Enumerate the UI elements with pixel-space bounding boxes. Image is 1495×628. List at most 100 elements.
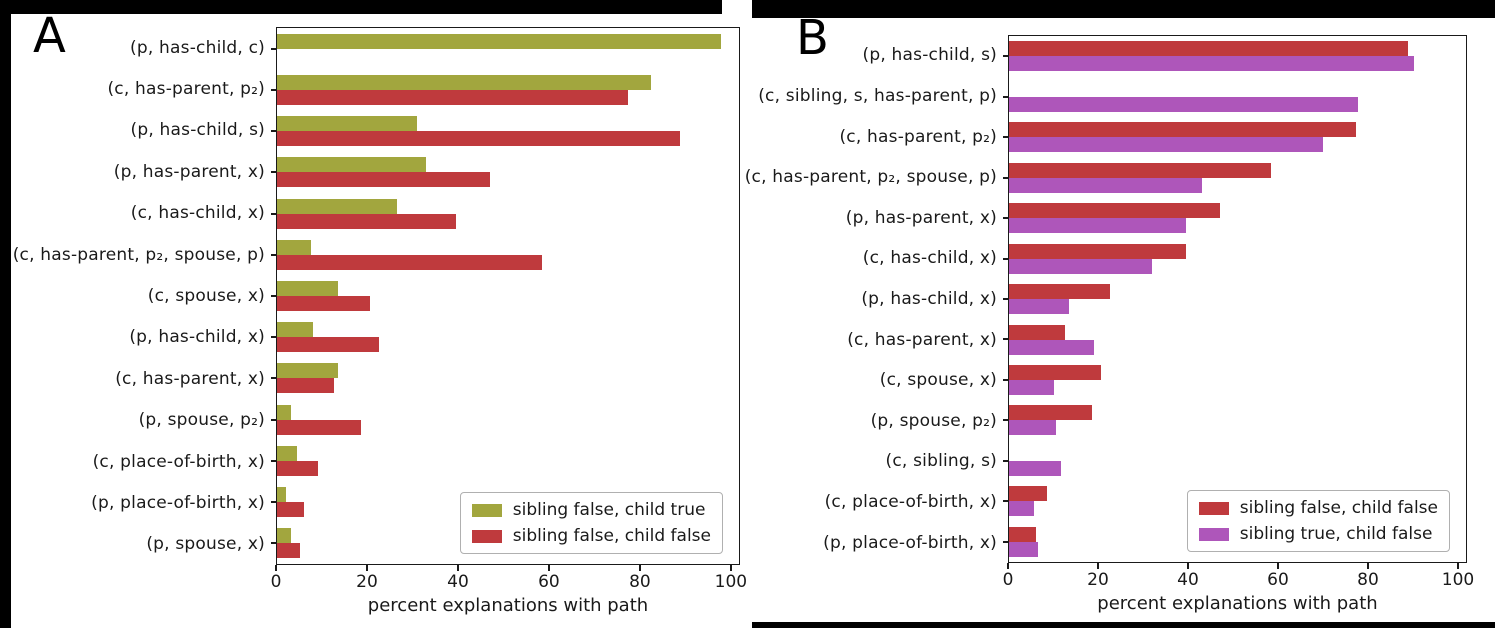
- x-axis-ticks: 0 20 40 60 80 100: [1003, 563, 1474, 593]
- x-axis-label: percent explanations with path: [1097, 593, 1378, 614]
- bar-group: [277, 28, 739, 69]
- y-axis-tick: [271, 88, 276, 91]
- legend-color-swatch: [471, 529, 502, 543]
- panel-a-label: A: [33, 8, 66, 64]
- y-axis-category-label: (c, has-parent, p₂): [107, 79, 265, 100]
- y-axis-category-label: (c, has-parent, x): [847, 329, 997, 350]
- plot-area: sibling false, child true sibling false,…: [271, 27, 740, 565]
- bar: [1009, 137, 1323, 153]
- y-axis-tick: [1003, 95, 1008, 98]
- y-axis-category-label: (p, spouse, p₂): [870, 410, 997, 431]
- bar: [1009, 364, 1101, 380]
- y-axis-tick: [271, 212, 276, 215]
- y-axis-category-label: (p, has-parent, x): [113, 161, 265, 182]
- bar: [1009, 420, 1057, 436]
- y-axis-category-label: (p, has-child, x): [861, 288, 997, 309]
- y-axis-tick: [1003, 55, 1008, 58]
- y-axis-tick: [271, 336, 276, 339]
- bar-group: [277, 275, 739, 316]
- bar-group: [1009, 117, 1466, 157]
- legend-entry: sibling true, child false: [1198, 524, 1438, 544]
- bar-group: [1009, 198, 1466, 238]
- y-axis-tick: [1003, 257, 1008, 260]
- y-axis-tick: [1003, 419, 1008, 422]
- chart-panel-a: A (p, has-child, c) (c, has-parent, p₂) (p…: [11, 10, 752, 628]
- y-axis-labels: (p, has-child, c) (c, has-parent, p₂) (p, …: [11, 27, 265, 565]
- x-axis-tick-mark: [1457, 563, 1459, 569]
- bar-group: [277, 152, 739, 193]
- y-axis-tick: [271, 501, 276, 504]
- legend-entry: sibling false, child true: [471, 500, 711, 520]
- bar: [1009, 56, 1415, 72]
- x-axis-tick-mark: [275, 565, 277, 571]
- y-axis-category-label: (c, has-child, x): [862, 248, 997, 269]
- legend: sibling false, child true sibling false,…: [459, 492, 723, 554]
- bar: [277, 322, 314, 338]
- x-axis-tick-label: 60: [1267, 570, 1289, 590]
- y-axis-category-label: (c, sibling, s, has-parent, p): [758, 85, 997, 106]
- y-axis-tick: [271, 377, 276, 380]
- bar: [277, 543, 300, 559]
- bar: [1009, 203, 1220, 219]
- bar: [1009, 177, 1202, 193]
- bar: [277, 172, 490, 188]
- bar-group: [277, 110, 739, 151]
- y-axis-category-label: (c, has-parent, p₂, spouse, p): [12, 244, 265, 265]
- y-axis-tick: [1003, 378, 1008, 381]
- chart-panel-b: B (p, has-child, s) (c, sibling, s, has-p…: [745, 12, 1495, 622]
- bar-rows: [1009, 36, 1466, 562]
- y-axis-category-label: (c, has-parent, x): [115, 368, 265, 389]
- x-axis-tick-mark: [1007, 563, 1009, 569]
- bar-group: [277, 440, 739, 481]
- x-axis-label: percent explanations with path: [367, 595, 649, 616]
- bar: [277, 378, 334, 394]
- y-axis-tick: [1003, 500, 1008, 503]
- bar-group: [277, 234, 739, 275]
- bar: [1009, 460, 1061, 476]
- bar: [277, 74, 651, 90]
- bar: [1009, 299, 1070, 315]
- bar-group: [1009, 238, 1466, 278]
- bar: [1009, 501, 1034, 517]
- y-axis-tick: [1003, 298, 1008, 300]
- y-axis-category-label: (p, place-of-birth, x): [823, 532, 997, 553]
- x-axis-tick-label: 0: [270, 572, 282, 592]
- legend: sibling false, child false sibling true,…: [1186, 490, 1450, 552]
- bar: [1009, 162, 1272, 178]
- y-axis-tick: [1003, 540, 1008, 543]
- bar-group: [1009, 319, 1466, 359]
- legend-entry: sibling false, child false: [471, 526, 711, 546]
- bar: [277, 404, 291, 420]
- bar: [277, 363, 339, 379]
- x-axis-tick-label: 80: [1357, 570, 1379, 590]
- x-axis-tick-label: 60: [538, 572, 560, 592]
- bar: [1009, 541, 1039, 557]
- bar-group: [277, 358, 739, 399]
- bar: [277, 445, 298, 461]
- y-axis-tick: [1003, 136, 1008, 139]
- bar: [1009, 41, 1408, 57]
- y-axis-category-label: (p, has-parent, x): [845, 207, 997, 228]
- y-axis-tick: [271, 418, 276, 421]
- x-axis-tick-mark: [1367, 563, 1369, 569]
- bar: [1009, 122, 1357, 138]
- bar: [1009, 379, 1054, 395]
- bar: [1009, 218, 1186, 234]
- y-axis-category-label: (c, place-of-birth, x): [824, 492, 997, 512]
- bar: [1009, 96, 1359, 112]
- bar: [1009, 284, 1110, 300]
- legend-entry: sibling false, child false: [1198, 498, 1438, 518]
- bar: [1009, 486, 1048, 502]
- bar-group: [1009, 36, 1466, 76]
- y-axis-category-label: (p, has-child, c): [130, 37, 265, 58]
- plot-area: sibling false, child false sibling true,…: [1003, 35, 1467, 563]
- bar-group: [1009, 360, 1466, 400]
- y-axis-category-label: (p, spouse, x): [146, 534, 265, 555]
- y-axis-category-label: (p, has-child, x): [129, 327, 265, 348]
- bar-group: [1009, 441, 1466, 481]
- bar-group: [277, 482, 739, 523]
- x-axis-tick-mark: [547, 565, 550, 571]
- y-axis-tick: [271, 130, 276, 133]
- bar-group: [1009, 76, 1466, 116]
